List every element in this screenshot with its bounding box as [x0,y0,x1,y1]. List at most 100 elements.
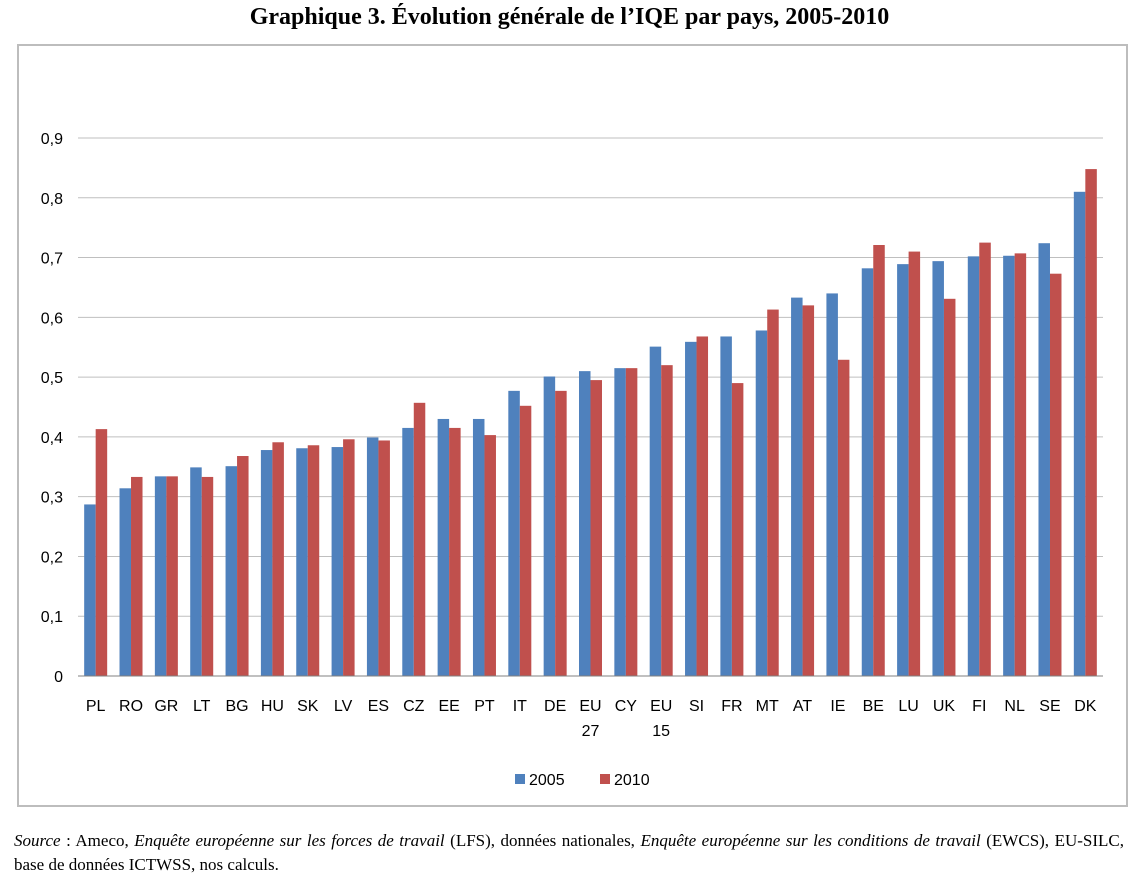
y-tick-label: 0,7 [41,251,63,268]
source-label: Source [14,831,61,850]
x-tick-label: SE [1039,698,1060,715]
bar-2005-FR [720,336,732,676]
bar-2010-SE [1049,273,1062,676]
bar-2005-PT [472,418,485,676]
bar-2010-FR [731,383,744,676]
bar-2005-LT [190,467,202,676]
source-text-2: (LFS), données nationales, [444,831,641,850]
bar-2005-ES [366,437,379,676]
x-tick-label: SI [689,698,704,715]
bar-2010-BE [873,245,885,676]
bar-2005-BG [225,466,238,676]
bar-2010-PT [484,435,496,676]
x-tick-label: CY [615,698,638,715]
bar-2010-LU [908,251,921,677]
bar-2005-EU-27 [579,371,591,676]
bar-2005-NL [1003,255,1015,677]
bar-2010-EE [449,427,461,676]
bars [84,169,1097,677]
x-tick-label: DK [1074,698,1097,715]
x-tick-label: GR [154,698,178,715]
x-tick-label: AT [793,698,812,715]
y-tick-label: 0,3 [41,490,63,507]
source-note: Source : Ameco, Enquête européenne sur l… [14,829,1124,877]
bar-chart: 0 0,1 0,2 0,3 0,4 0,5 0,6 0,7 0,8 0,9 PL RO GR LT BG H… [41,131,1103,789]
x-tick-label: LU [898,698,918,715]
bar-2010-BG [237,456,249,676]
x-tick-label: FI [972,698,986,715]
bar-2010-NL [1014,253,1027,677]
source-text-1: : Ameco, [60,831,135,850]
x-tick-label: EU [579,698,601,715]
x-tick-label: EE [438,698,459,715]
y-tick-label: 0,5 [41,370,63,387]
y-tick-label: 0,8 [41,191,63,208]
bar-2005-PL [84,504,96,676]
x-tick-label: BG [225,698,248,715]
y-tick-label: 0 [54,669,63,686]
bar-2010-UK [943,298,956,676]
x-tick-label: PL [86,698,106,715]
chart-frame: 0 0,1 0,2 0,3 0,4 0,5 0,6 0,7 0,8 0,9 PL RO GR LT BG H… [17,44,1128,807]
x-tick-label: CZ [403,698,425,715]
bar-2005-DK [1073,191,1086,677]
x-tick-label: HU [261,698,284,715]
legend-swatch-2005 [515,774,525,784]
bar-2005-IE [826,293,838,676]
source-lfs-name: Enquête européenne sur les forces de tra… [134,831,445,850]
bar-2005-AT [791,297,803,676]
x-tick-label: 15 [652,723,670,740]
x-tick-label: ES [368,698,389,715]
y-axis-tick-labels: 0 0,1 0,2 0,3 0,4 0,5 0,6 0,7 0,8 0,9 [41,131,63,686]
bar-2005-MT [755,330,768,676]
bar-2010-GR [166,476,178,676]
legend-swatch-2010 [600,774,610,784]
x-tick-label: NL [1004,698,1025,715]
x-tick-label: UK [933,698,956,715]
bar-2005-IT [508,390,520,676]
bar-2010-IT [519,405,532,676]
legend: 2005 2010 [515,772,650,789]
bar-2005-LV [331,447,344,676]
bar-2005-RO [119,488,132,676]
bar-2010-MT [767,309,779,676]
x-tick-label: IE [830,698,845,715]
source-text-3: (EWCS), EU-SILC, base de données ICTWSS,… [14,831,1124,874]
bar-2005-BE [861,268,874,676]
y-tick-label: 0,4 [41,430,63,447]
bar-2010-LT [201,476,214,676]
y-tick-label: 0,1 [41,609,63,626]
bar-2005-CZ [402,427,414,676]
bar-2010-DE [555,390,567,676]
bar-2010-HU [272,442,284,676]
bar-2010-EU-15 [661,365,673,676]
bar-2010-IE [837,359,850,676]
bar-2005-LU [897,264,909,676]
y-tick-label: 0,2 [41,549,63,566]
bar-2010-CZ [413,402,426,676]
bar-2005-EE [437,418,450,676]
x-tick-label: BE [863,698,884,715]
x-tick-label: IT [513,698,527,715]
x-tick-label: LV [334,698,353,715]
source-ewcs-name: Enquête européenne sur les conditions de… [640,831,981,850]
x-tick-label: LT [193,698,211,715]
bar-2005-EU-15 [649,346,662,676]
bar-2005-FI [967,256,980,676]
bar-2010-PL [95,429,108,676]
legend-label-2010: 2010 [614,772,650,789]
x-tick-label: RO [119,698,143,715]
bar-2010-AT [802,305,815,676]
bar-2010-SK [307,445,320,676]
x-tick-label: FR [721,698,742,715]
bar-2005-SK [296,448,308,676]
bar-2010-FI [979,242,991,676]
chart-title: Graphique 3. Évolution générale de l’IQE… [249,4,890,30]
x-axis-tick-labels: PL RO GR LT BG HU SK LV ES CZ EE PT IT DE EU 27 CY EU 15 SI… [86,698,1097,740]
bar-2005-SI [685,341,697,676]
bar-2010-LV [343,439,355,676]
x-tick-label: EU [650,698,672,715]
bar-2005-GR [154,476,167,676]
bar-2010-DK [1085,169,1097,676]
x-tick-label: SK [297,698,319,715]
